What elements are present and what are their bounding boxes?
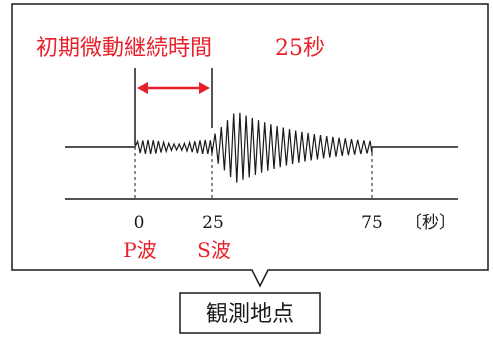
title-label: 初期微動継続時間 — [36, 36, 212, 61]
callout-frame — [11, 3, 489, 288]
tick-label-75: 75 — [361, 213, 383, 233]
p-wave-label: P波 — [123, 238, 156, 262]
station-label: 観測地点 — [206, 302, 294, 327]
duration-value-label: 25秒 — [275, 36, 325, 61]
s-wave-label: S波 — [197, 238, 231, 262]
duration-arrow-head-right — [199, 82, 210, 94]
station-box — [179, 292, 321, 334]
tick-label-0: 0 — [134, 213, 145, 233]
tick-label-25: 25 — [202, 213, 224, 233]
time-unit-label: 〔秒〕 — [405, 213, 456, 233]
duration-arrow-head-left — [137, 82, 148, 94]
seismic-waveform — [134, 112, 373, 183]
